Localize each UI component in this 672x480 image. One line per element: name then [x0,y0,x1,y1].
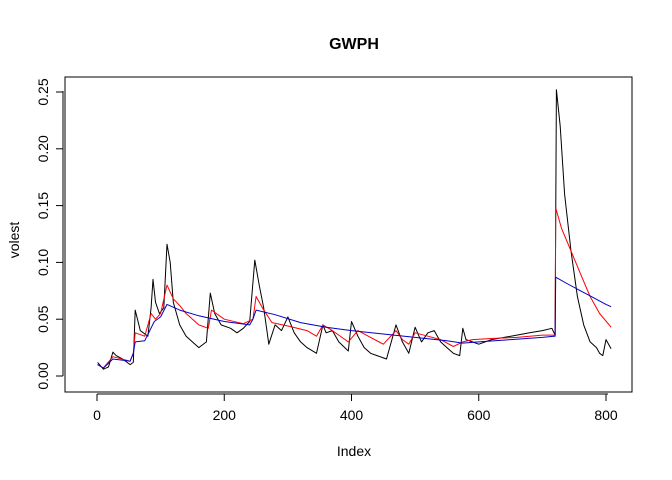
x-axis-label: Index [337,443,371,459]
x-tick-label: 600 [467,407,491,423]
series-line-red [97,207,612,369]
chart-title: GWPH [329,36,379,53]
y-tick-label: 0.15 [35,192,51,219]
x-tick-label: 400 [340,407,364,423]
y-tick-label: 0.10 [35,249,51,276]
plot-frame [64,76,633,393]
series-line-black [97,89,612,370]
y-tick-label: 0.05 [35,305,51,332]
x-tick-label: 0 [93,407,101,423]
x-tick-label: 800 [594,407,618,423]
y-tick-label: 0.20 [35,135,51,162]
x-tick-label: 200 [213,407,237,423]
y-tick-label: 0.00 [35,362,51,389]
series-line-blue [97,276,612,369]
x-ticks: 0 200 400 600 800 [93,394,618,423]
y-tick-label: 0.25 [35,78,51,105]
series-layer [97,89,612,370]
y-ticks: 0.00 0.05 0.10 0.15 0.20 0.25 [35,78,63,390]
y-axis-label: volest [6,222,22,259]
